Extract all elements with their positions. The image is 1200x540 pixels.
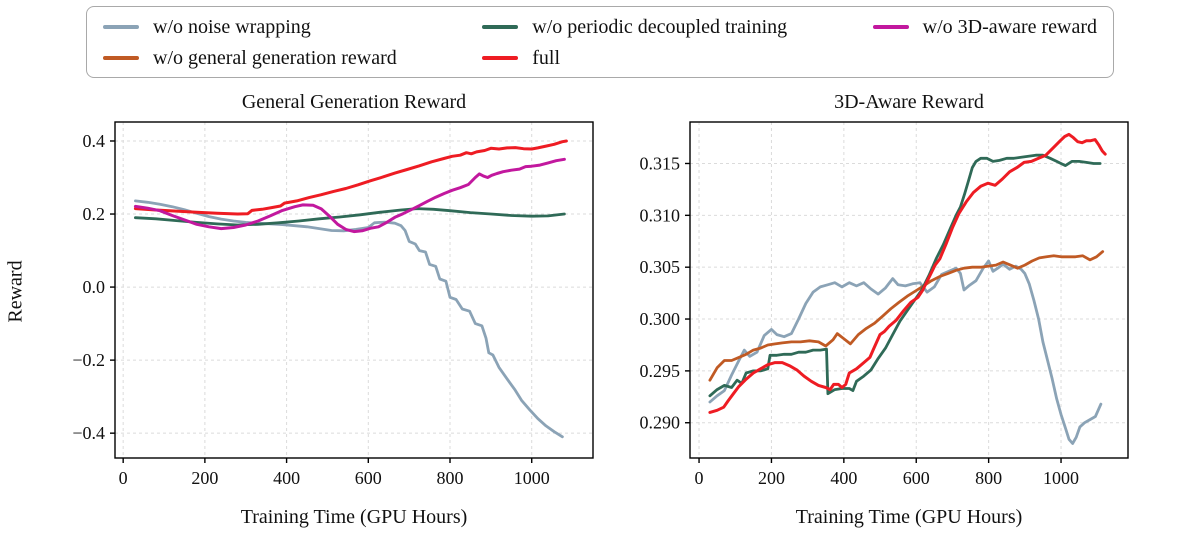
x-tick-label: 200 — [191, 468, 218, 488]
x-axis-label: Training Time (GPU Hours) — [240, 506, 468, 528]
y-tick-label: 0.315 — [640, 153, 681, 173]
y-tick-label: 0.2 — [83, 204, 106, 224]
legend-item-wo-3d-aware-reward: w/o 3D-aware reward — [872, 15, 1097, 38]
legend-label: w/o noise wrapping — [153, 15, 311, 38]
series-line-wo-periodic-decoupled-training — [133, 207, 566, 227]
chart-3d-aware-reward: 0 200 400 600 800 1000 0.315 0.310 0.305 0.300 0.2… — [618, 85, 1200, 540]
x-tick-label: 800 — [437, 468, 464, 488]
legend-line-swatch — [482, 55, 519, 60]
chart-canvas: 0 200 400 600 800 1000 0.4 0.2 0.0 −0.2 −0.4 — [72, 121, 594, 488]
series-line-full — [133, 139, 568, 216]
y-axis-label: Reward — [4, 260, 27, 323]
legend-item-wo-noise-wrapping: w/o noise wrapping — [103, 17, 397, 37]
x-tick-label: 0 — [119, 468, 128, 488]
x-axis-label: Training Time (GPU Hours) — [795, 506, 1023, 528]
x-tick-label: 800 — [975, 468, 1002, 488]
y-tick-label: 0.305 — [640, 257, 681, 277]
legend: w/o noise wrapping w/o general generation… — [86, 6, 1114, 78]
legend-line-swatch — [482, 24, 519, 29]
legend-label: w/o periodic decoupled training — [532, 15, 788, 38]
y-tick-label: 0.300 — [640, 309, 681, 329]
y-tick-label: 0.310 — [640, 205, 681, 225]
series-line-full — [708, 132, 1107, 414]
x-tick-label: 600 — [355, 468, 382, 488]
plot-frame — [114, 121, 594, 459]
plot-frame — [689, 121, 1129, 459]
chart-title: 3D-Aware Reward — [834, 91, 984, 113]
legend-line-swatch — [872, 24, 909, 29]
legend-line-swatch — [103, 55, 139, 60]
y-tick-label: 0.295 — [640, 361, 681, 381]
y-tick-label: 0.290 — [640, 413, 681, 433]
x-tick-label: 400 — [273, 468, 300, 488]
x-tick-label: 400 — [830, 468, 857, 488]
series-line-wo-periodic-decoupled-training — [708, 153, 1102, 398]
series-line-wo-noise-wrapping — [708, 259, 1103, 445]
x-tick-label: 0 — [695, 468, 704, 488]
x-tick-label: 200 — [758, 468, 785, 488]
series-line-wo-general-generation-reward — [708, 250, 1105, 382]
legend-label: full — [532, 46, 561, 69]
legend-line-swatch — [103, 24, 139, 29]
chart-general-generation-reward: 0 200 400 600 800 1000 0.4 0.2 0.0 −0.2 −0.4 Gener… — [0, 85, 618, 540]
legend-label: w/o 3D-aware reward — [922, 15, 1097, 38]
y-tick-label: −0.4 — [72, 423, 105, 443]
x-tick-label: 1000 — [1043, 468, 1079, 488]
x-tick-label: 600 — [903, 468, 930, 488]
series-line-wo-3d-aware-reward — [133, 157, 566, 234]
chart-canvas: 0 200 400 600 800 1000 0.315 0.310 0.305 0.300 0.2… — [640, 121, 1129, 488]
y-tick-label: 0.4 — [83, 131, 106, 151]
x-tick-label: 1000 — [514, 468, 550, 488]
y-tick-label: −0.2 — [72, 350, 105, 370]
legend-item-wo-general-generation-reward: w/o general generation reward — [103, 48, 397, 68]
chart-title: General Generation Reward — [241, 91, 467, 113]
legend-item-full: full — [482, 48, 787, 68]
series-line-wo-noise-wrapping — [133, 199, 564, 439]
y-tick-label: 0.0 — [83, 277, 106, 297]
legend-item-wo-periodic-decoupled-training: w/o periodic decoupled training — [482, 17, 787, 37]
legend-label: w/o general generation reward — [153, 46, 397, 69]
